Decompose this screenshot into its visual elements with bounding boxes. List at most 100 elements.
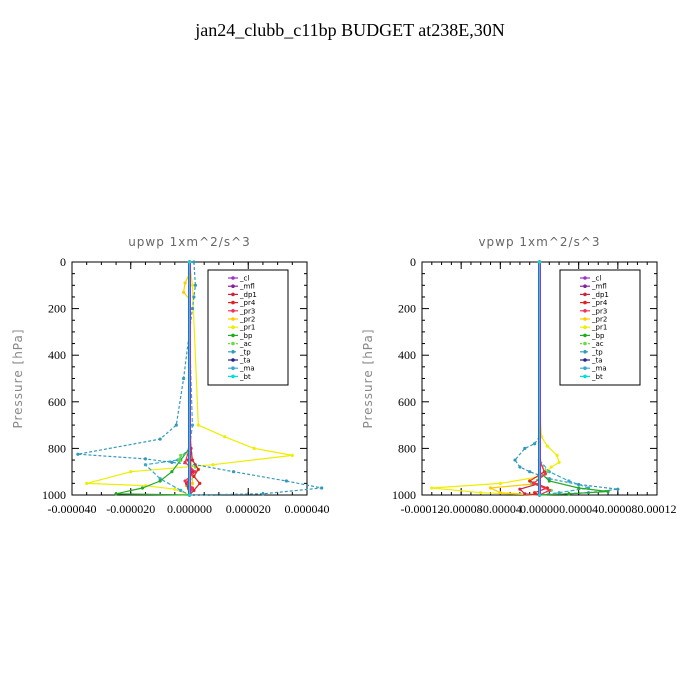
y-tick-label: 800	[398, 441, 416, 455]
y-tick-label: 400	[398, 348, 416, 362]
series-marker	[545, 470, 549, 474]
series-marker	[114, 492, 118, 496]
series-marker	[549, 465, 553, 469]
legend-label: _pr1	[239, 324, 255, 332]
series-marker	[190, 481, 195, 485]
series-marker	[547, 488, 551, 492]
legend-marker	[231, 350, 235, 354]
series-marker	[183, 281, 187, 285]
series-marker	[196, 423, 200, 427]
series-marker	[177, 458, 181, 462]
series-marker	[261, 492, 265, 496]
legend-marker	[583, 350, 587, 354]
series-marker	[187, 493, 192, 497]
series-marker	[198, 481, 202, 485]
series-marker	[192, 295, 196, 299]
x-tick-label: 0.000000	[167, 502, 212, 516]
legend-marker	[583, 284, 587, 289]
legend-label: _pr3	[239, 307, 255, 315]
legend-label: _ta	[239, 357, 251, 365]
series-marker	[543, 472, 547, 476]
x-tick-label: 0.000040	[285, 502, 330, 516]
series-marker	[606, 489, 610, 494]
x-tick-label: 0.00000	[520, 502, 559, 516]
series-marker	[190, 458, 195, 462]
series-marker	[537, 260, 542, 264]
series-marker	[498, 491, 502, 495]
series-marker	[430, 486, 434, 490]
series-marker	[488, 486, 493, 490]
series-marker	[555, 453, 559, 457]
series-marker	[252, 446, 256, 450]
y-tick-label: 1000	[42, 488, 66, 502]
series-marker	[557, 491, 561, 495]
series-marker	[537, 493, 542, 497]
series-marker	[158, 479, 162, 483]
legend-label: _pr4	[239, 299, 256, 307]
series-marker	[179, 488, 183, 492]
upwp-series-tp	[77, 261, 322, 496]
x-tick-label: 0.00012	[638, 502, 677, 516]
legend-label: _bt	[239, 373, 251, 381]
vpwp-panel: vpwp 1xm^2/s^3 Pressure [hPa] 0 200 400 600 80…	[361, 235, 677, 516]
upwp-series-pr1	[86, 261, 293, 496]
series-marker	[179, 453, 183, 457]
legend-marker	[583, 333, 587, 338]
series-marker	[547, 479, 551, 483]
legend-marker	[231, 292, 235, 297]
legend-marker	[231, 358, 235, 362]
vpwp-series-dp1	[518, 262, 541, 496]
legend-marker	[231, 309, 235, 313]
legend-marker	[583, 358, 587, 362]
legend-marker	[583, 366, 587, 371]
series-marker	[513, 458, 517, 462]
series-marker	[193, 470, 197, 474]
legend-label: _cl	[591, 275, 601, 283]
series-marker	[528, 479, 532, 483]
series-marker	[192, 260, 196, 264]
series-marker	[545, 444, 549, 448]
series-marker	[182, 290, 186, 294]
series-marker	[616, 487, 620, 491]
legend-label: _bp	[591, 332, 605, 340]
series-marker	[320, 486, 324, 490]
series-marker	[187, 260, 192, 264]
series-marker	[290, 453, 294, 457]
series-marker	[190, 423, 195, 427]
legend-marker	[583, 309, 587, 313]
series-marker	[129, 470, 133, 474]
legend-label: _cl	[239, 275, 249, 283]
vpwp-ylabel: Pressure [hPa]	[361, 328, 375, 428]
series-marker	[183, 460, 187, 464]
y-tick-label: 1000	[392, 488, 416, 502]
series-marker	[143, 457, 148, 461]
series-marker	[193, 283, 197, 287]
vpwp-series-pr3	[532, 262, 551, 496]
legend-label: _tp	[591, 348, 603, 356]
upwp-panel: upwp 1xm^2/s^3 Pressure [hPa] 0 200 400 600 80…	[11, 235, 330, 516]
legend-label: _ac	[591, 340, 604, 348]
y-tick-label: 200	[398, 302, 416, 316]
legend-marker	[583, 325, 587, 330]
y-tick-label: 600	[398, 395, 416, 409]
y-tick-label: 0	[60, 255, 66, 269]
legend-marker	[231, 300, 235, 305]
legend-marker	[583, 292, 587, 297]
legend-marker	[231, 366, 235, 371]
series-marker	[284, 479, 289, 483]
legend-marker	[231, 284, 235, 289]
series-marker	[140, 486, 145, 490]
page-title: jan24_clubb_c11bp BUDGET at238E,30N	[195, 20, 505, 40]
legend-label: _pr2	[239, 316, 255, 324]
x-tick-label: -0.00004	[479, 502, 522, 516]
series-marker	[192, 488, 196, 492]
x-tick-label: 0.00004	[559, 502, 598, 516]
upwp-series-ma	[144, 262, 194, 496]
upwp-title: upwp 1xm^2/s^3	[128, 235, 251, 249]
y-tick-label: 800	[48, 441, 66, 455]
legend-label: _bp	[239, 332, 253, 340]
series-marker	[192, 474, 196, 478]
vpwp-series-pr1	[431, 262, 560, 496]
upwp-legend	[207, 269, 289, 386]
vpwp-title: vpwp 1xm^2/s^3	[478, 235, 600, 249]
